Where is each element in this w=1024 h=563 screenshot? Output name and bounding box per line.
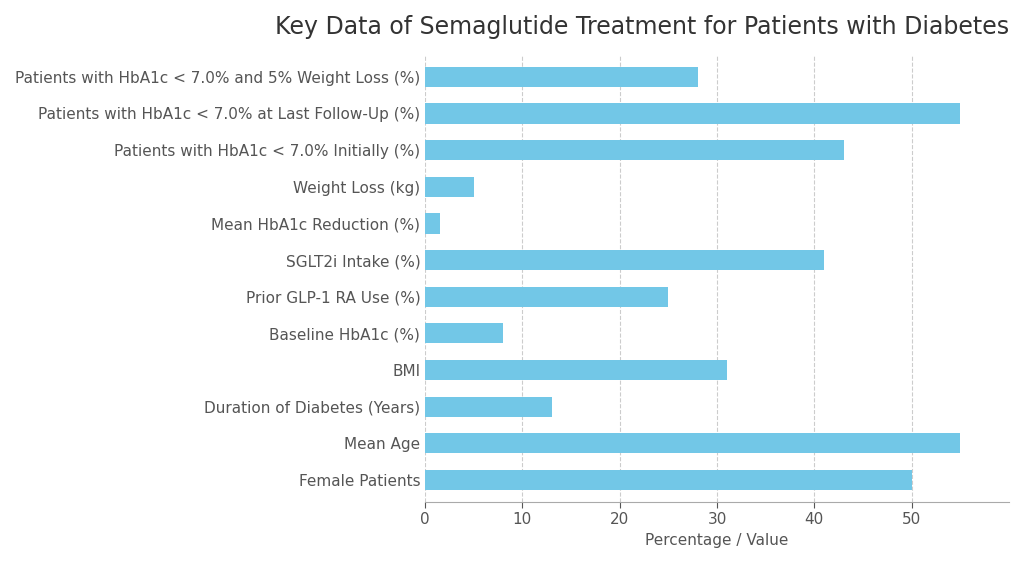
Bar	[425, 434, 961, 453]
Text: Key Data of Semaglutide Treatment for Patients with Diabetes: Key Data of Semaglutide Treatment for Pa…	[274, 15, 1009, 39]
Bar	[425, 213, 439, 234]
Bar	[425, 323, 503, 343]
Bar	[425, 104, 961, 123]
Bar	[425, 397, 552, 417]
Bar	[425, 67, 697, 87]
Bar	[425, 287, 669, 307]
Bar	[425, 250, 824, 270]
Bar	[425, 140, 844, 160]
Bar	[425, 177, 474, 197]
Bar	[425, 360, 727, 380]
Bar	[425, 470, 911, 490]
X-axis label: Percentage / Value: Percentage / Value	[645, 533, 788, 548]
